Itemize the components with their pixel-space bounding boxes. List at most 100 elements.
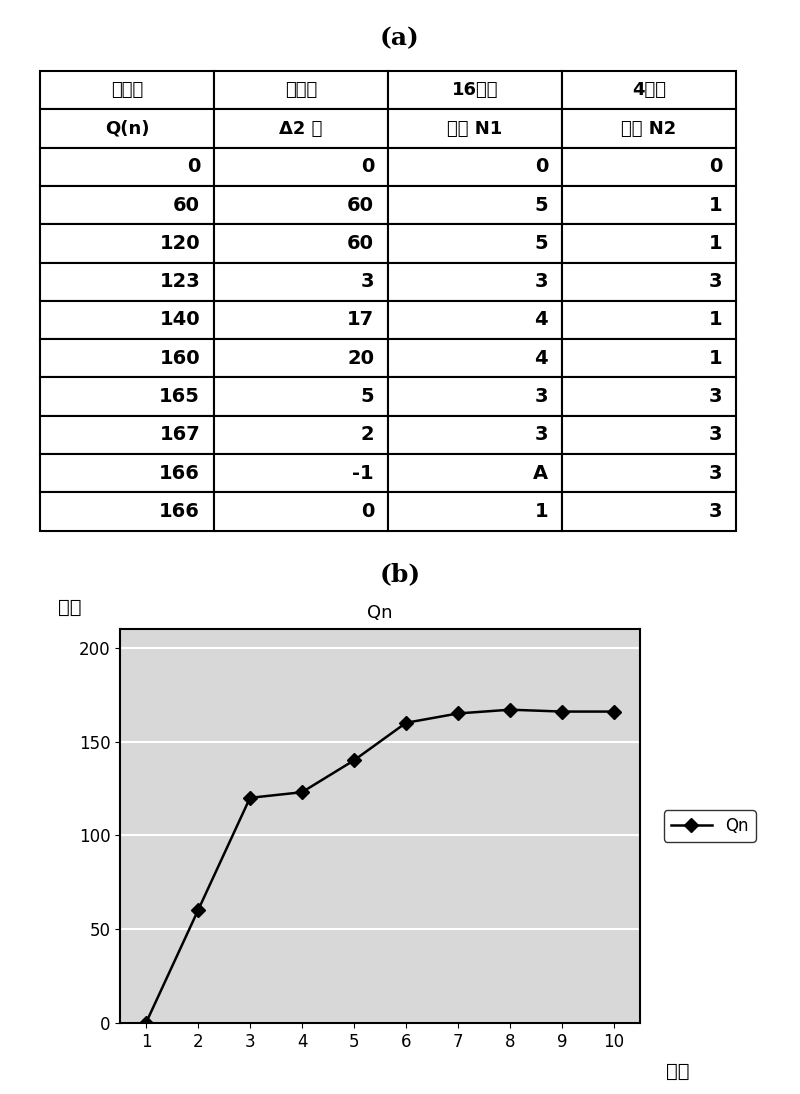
- Text: 1: 1: [709, 349, 722, 368]
- FancyBboxPatch shape: [562, 148, 736, 186]
- Line: Qn: Qn: [141, 705, 619, 1027]
- FancyBboxPatch shape: [562, 224, 736, 263]
- FancyBboxPatch shape: [214, 224, 388, 263]
- FancyBboxPatch shape: [562, 377, 736, 416]
- Text: 166: 166: [159, 502, 200, 521]
- FancyBboxPatch shape: [40, 148, 214, 186]
- Title: Qn: Qn: [367, 604, 393, 621]
- Text: 2: 2: [361, 426, 374, 444]
- FancyBboxPatch shape: [40, 224, 214, 263]
- FancyBboxPatch shape: [388, 186, 562, 224]
- FancyBboxPatch shape: [40, 377, 214, 416]
- Text: 3: 3: [534, 272, 548, 291]
- FancyBboxPatch shape: [214, 301, 388, 339]
- Text: 0: 0: [534, 158, 548, 176]
- Text: 123: 123: [159, 272, 200, 291]
- Text: 0: 0: [361, 502, 374, 521]
- Text: 20: 20: [347, 349, 374, 368]
- FancyBboxPatch shape: [562, 454, 736, 492]
- Text: 5: 5: [361, 387, 374, 406]
- FancyBboxPatch shape: [388, 454, 562, 492]
- FancyBboxPatch shape: [562, 416, 736, 454]
- FancyBboxPatch shape: [562, 301, 736, 339]
- FancyBboxPatch shape: [562, 492, 736, 531]
- Text: 5: 5: [534, 234, 548, 253]
- FancyBboxPatch shape: [388, 377, 562, 416]
- FancyBboxPatch shape: [562, 339, 736, 377]
- Text: 1: 1: [709, 196, 722, 214]
- Text: 4分类: 4分类: [632, 81, 666, 100]
- Text: (b): (b): [379, 562, 421, 586]
- Qn: [349, 754, 358, 767]
- FancyBboxPatch shape: [40, 71, 214, 109]
- Qn: [402, 717, 411, 730]
- Qn: [298, 785, 307, 799]
- Text: 流量值: 流量值: [111, 81, 143, 100]
- Text: Q(n): Q(n): [105, 119, 150, 138]
- FancyBboxPatch shape: [214, 71, 388, 109]
- Text: 1: 1: [534, 502, 548, 521]
- FancyBboxPatch shape: [214, 109, 388, 148]
- Text: 3: 3: [709, 272, 722, 291]
- Text: Δ2 秒: Δ2 秒: [279, 119, 322, 138]
- Text: 3: 3: [709, 387, 722, 406]
- Text: -1: -1: [353, 464, 374, 482]
- FancyBboxPatch shape: [562, 71, 736, 109]
- FancyBboxPatch shape: [40, 492, 214, 531]
- Text: 代码 N1: 代码 N1: [447, 119, 502, 138]
- FancyBboxPatch shape: [40, 301, 214, 339]
- FancyBboxPatch shape: [40, 339, 214, 377]
- Text: 120: 120: [159, 234, 200, 253]
- Text: 60: 60: [347, 196, 374, 214]
- Text: 17: 17: [347, 311, 374, 329]
- Text: 时间: 时间: [666, 1062, 690, 1081]
- FancyBboxPatch shape: [388, 301, 562, 339]
- Text: 0: 0: [361, 158, 374, 176]
- Text: 4: 4: [534, 349, 548, 368]
- Text: 4: 4: [534, 311, 548, 329]
- Text: 3: 3: [534, 387, 548, 406]
- Text: 3: 3: [534, 426, 548, 444]
- Qn: [141, 1016, 150, 1029]
- FancyBboxPatch shape: [40, 186, 214, 224]
- Text: 0: 0: [709, 158, 722, 176]
- FancyBboxPatch shape: [388, 339, 562, 377]
- Text: 5: 5: [534, 196, 548, 214]
- Text: 140: 140: [159, 311, 200, 329]
- FancyBboxPatch shape: [562, 263, 736, 301]
- Text: 60: 60: [347, 234, 374, 253]
- Qn: [194, 904, 203, 917]
- FancyBboxPatch shape: [388, 224, 562, 263]
- Text: (a): (a): [380, 26, 420, 50]
- Text: 160: 160: [159, 349, 200, 368]
- FancyBboxPatch shape: [388, 148, 562, 186]
- Text: 差分值: 差分值: [285, 81, 317, 100]
- Text: 165: 165: [159, 387, 200, 406]
- Qn: [506, 703, 515, 717]
- Text: 流量: 流量: [58, 597, 81, 617]
- Text: A: A: [533, 464, 548, 482]
- Text: 167: 167: [159, 426, 200, 444]
- Qn: [453, 707, 462, 720]
- Text: 3: 3: [709, 502, 722, 521]
- Qn: [610, 705, 619, 718]
- FancyBboxPatch shape: [40, 109, 214, 148]
- Text: 16分类: 16分类: [452, 81, 498, 100]
- FancyBboxPatch shape: [562, 109, 736, 148]
- FancyBboxPatch shape: [214, 186, 388, 224]
- Text: 代码 N2: 代码 N2: [622, 119, 677, 138]
- FancyBboxPatch shape: [388, 263, 562, 301]
- FancyBboxPatch shape: [214, 377, 388, 416]
- FancyBboxPatch shape: [214, 339, 388, 377]
- Text: 3: 3: [709, 426, 722, 444]
- Text: 60: 60: [173, 196, 200, 214]
- FancyBboxPatch shape: [214, 492, 388, 531]
- FancyBboxPatch shape: [388, 416, 562, 454]
- Qn: [557, 705, 566, 718]
- Text: 1: 1: [709, 311, 722, 329]
- FancyBboxPatch shape: [214, 454, 388, 492]
- FancyBboxPatch shape: [214, 148, 388, 186]
- Text: 3: 3: [709, 464, 722, 482]
- FancyBboxPatch shape: [214, 416, 388, 454]
- FancyBboxPatch shape: [40, 454, 214, 492]
